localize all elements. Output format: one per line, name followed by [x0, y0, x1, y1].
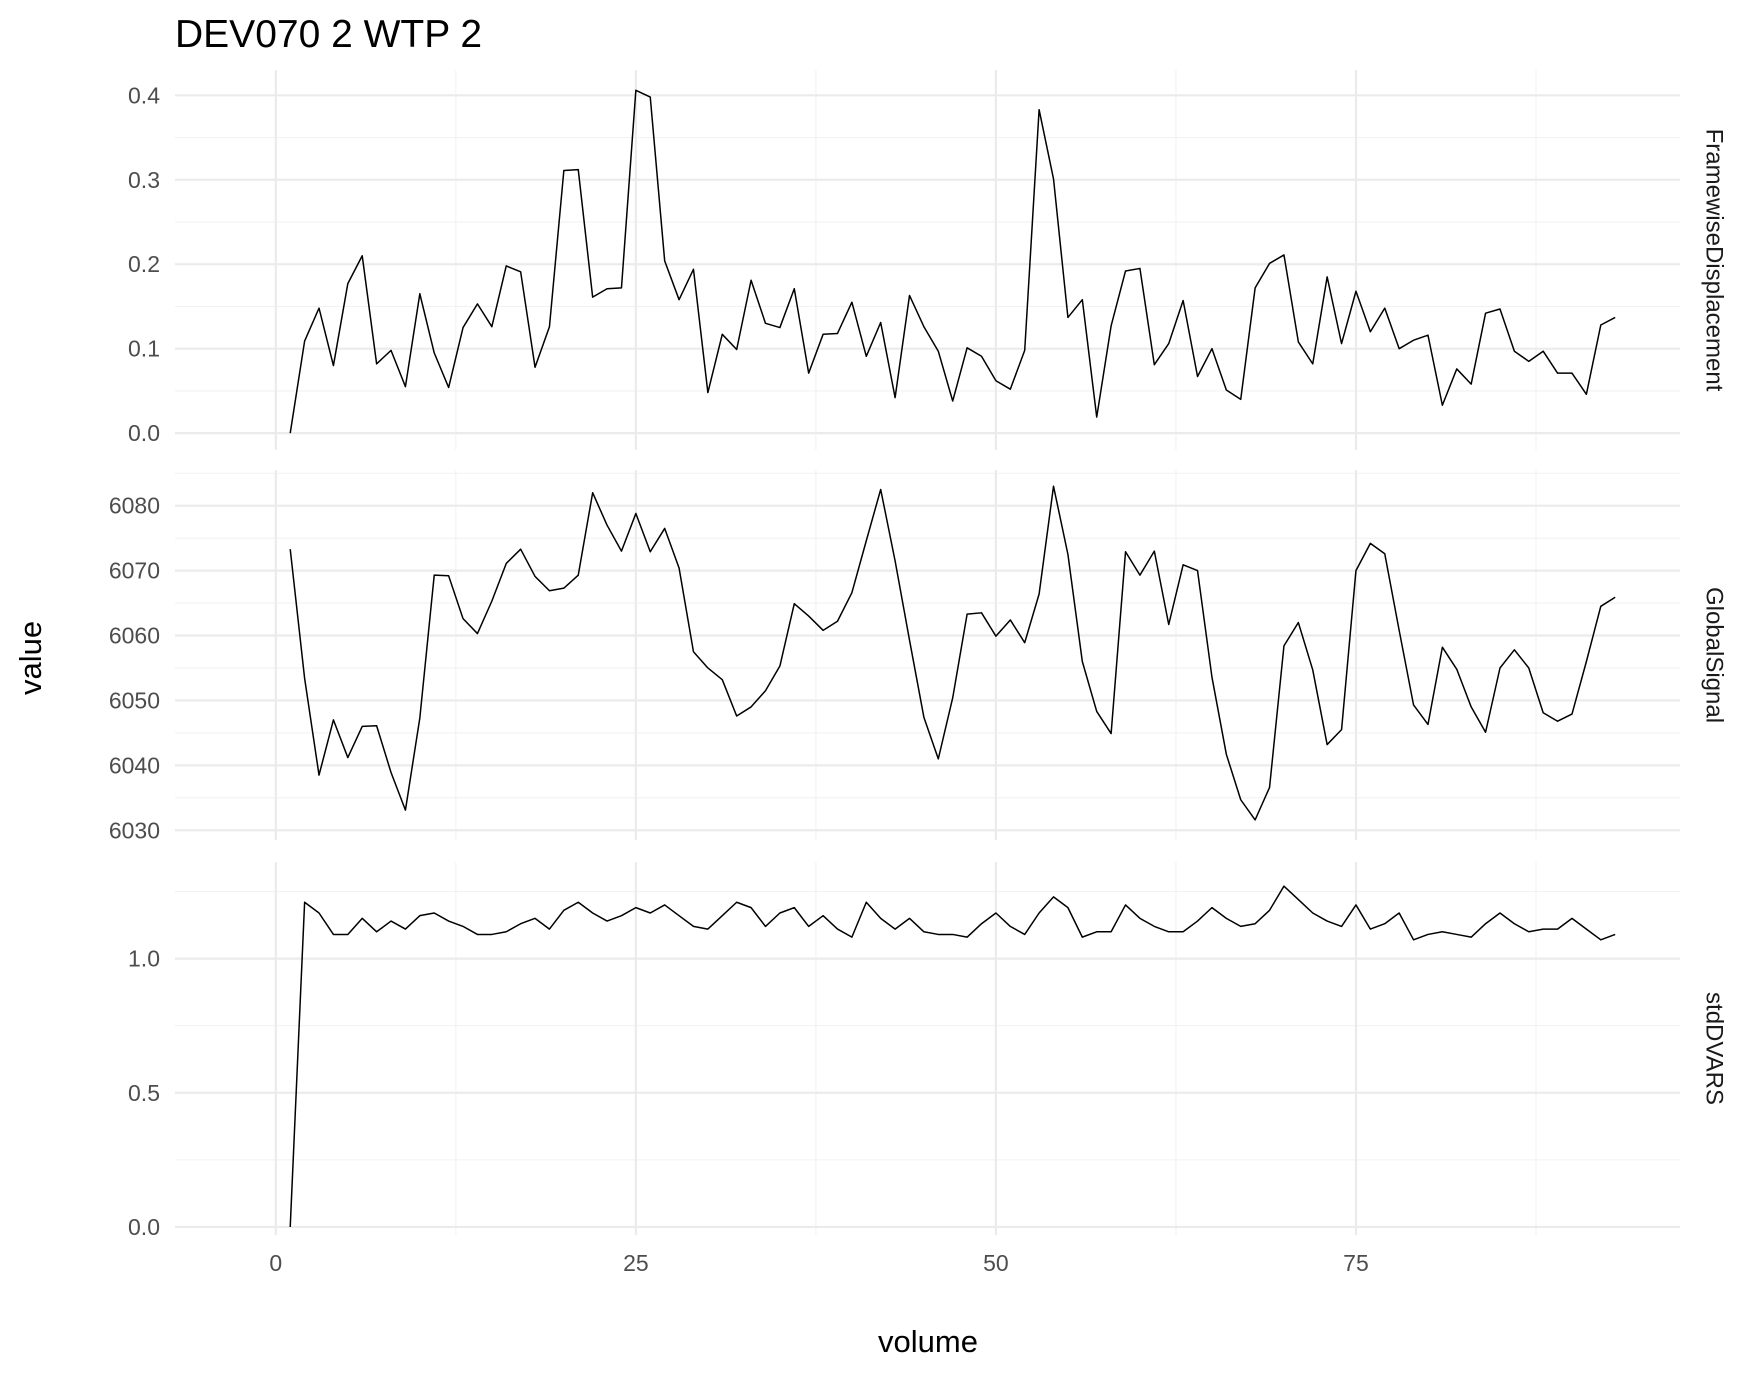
panel-FramewiseDisplacement: 0.0 0.1 0.2 0.3 0.4 FramewiseDisplacement — [128, 70, 1728, 450]
panel-GlobalSignal: 6030 6040 6050 6060 6070 6080 GlobalSignal — [109, 470, 1728, 843]
y-tick-label: 0.1 — [128, 336, 160, 362]
facet-strip-label: stdDVARS — [1701, 992, 1728, 1105]
x-tick-label: 25 — [623, 1250, 649, 1276]
y-tick-label: 1.0 — [128, 946, 160, 972]
facet-strip-label: GlobalSignal — [1701, 587, 1728, 723]
y-tick-label: 6080 — [109, 493, 160, 519]
x-tick-label: 0 — [269, 1250, 282, 1276]
series-line-FramewiseDisplacement — [289, 89, 1616, 434]
y-axis-title: value — [13, 621, 48, 695]
panels: 0.0 0.1 0.2 0.3 0.4 FramewiseDisplacement 6030… — [109, 70, 1728, 1240]
y-tick-label: 0.4 — [128, 82, 160, 108]
y-tick-label: 0.3 — [128, 167, 160, 193]
x-tick-label: 50 — [983, 1250, 1009, 1276]
y-tick-label: 6030 — [109, 817, 160, 843]
y-tick-label: 0.0 — [128, 420, 160, 446]
y-tick-label: 6060 — [109, 623, 160, 649]
x-axis: 0 25 50 75 — [269, 1250, 1368, 1276]
series-line-stdDVARS — [289, 885, 1616, 1227]
x-tick-label: 75 — [1343, 1250, 1369, 1276]
chart-title: DEV070 2 WTP 2 — [175, 13, 482, 56]
x-axis-title: volume — [878, 1324, 978, 1359]
y-tick-label: 6070 — [109, 558, 160, 584]
y-tick-label: 0.2 — [128, 251, 160, 277]
series-line-GlobalSignal — [289, 485, 1616, 821]
y-tick-label: 6040 — [109, 752, 160, 778]
y-tick-label: 6050 — [109, 687, 160, 713]
y-tick-label: 0.0 — [128, 1214, 160, 1240]
y-tick-label: 0.5 — [128, 1080, 160, 1106]
facet-strip-label: FramewiseDisplacement — [1701, 129, 1728, 392]
panel-stdDVARS: 0.0 0.5 1.0 stdDVARS — [128, 862, 1728, 1240]
